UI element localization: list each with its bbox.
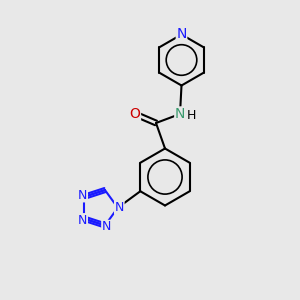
Text: N: N xyxy=(176,28,187,41)
Text: N: N xyxy=(78,189,87,202)
Text: O: O xyxy=(130,107,140,121)
Text: N: N xyxy=(78,214,87,227)
Text: N: N xyxy=(175,107,185,121)
Text: N: N xyxy=(115,201,124,214)
Text: N: N xyxy=(102,220,111,233)
Text: H: H xyxy=(187,109,196,122)
